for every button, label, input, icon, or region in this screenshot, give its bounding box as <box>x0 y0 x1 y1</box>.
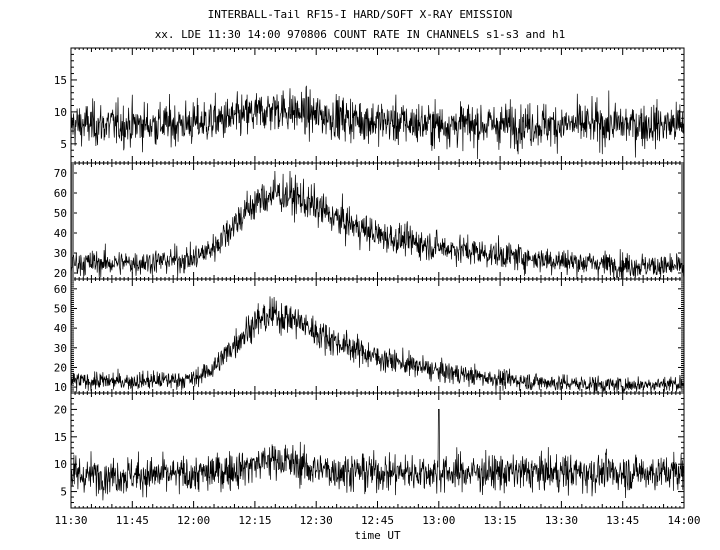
series-line-4 <box>70 409 685 501</box>
y-tick-label: 5 <box>60 486 67 499</box>
x-tick-label: 13:30 <box>545 514 578 527</box>
y-tick-label: 20 <box>54 403 67 416</box>
chart-subtitle: xx. LDE 11:30 14:00 970806 COUNT RATE IN… <box>154 28 566 41</box>
y-tick-label: 40 <box>54 322 67 335</box>
x-tick-label: 12:30 <box>300 514 333 527</box>
series-line-2 <box>70 170 685 280</box>
y-tick-label: 5 <box>60 138 67 151</box>
y-tick-label: 20 <box>54 361 67 374</box>
x-tick-label: 13:15 <box>484 514 517 527</box>
x-tick-label: 13:00 <box>422 514 455 527</box>
chart-title: INTERBALL-Tail RF15-I HARD/SOFT X-RAY EM… <box>207 8 513 21</box>
y-tick-label: 60 <box>54 283 67 296</box>
y-tick-label: 60 <box>54 187 67 200</box>
x-axis-label: time UT <box>354 529 401 542</box>
y-tick-label: 50 <box>54 302 67 315</box>
y-tick-label: 40 <box>54 227 67 240</box>
y-tick-label: 70 <box>54 167 67 180</box>
series-line-1 <box>70 85 685 160</box>
x-tick-label: 12:00 <box>177 514 210 527</box>
y-tick-label: 10 <box>54 106 67 119</box>
y-tick-label: 15 <box>54 431 67 444</box>
y-tick-label: 50 <box>54 207 67 220</box>
x-tick-label: 14:00 <box>667 514 700 527</box>
y-tick-label: 10 <box>54 458 67 471</box>
y-tick-label: 10 <box>54 381 67 394</box>
x-tick-label: 12:15 <box>238 514 271 527</box>
x-tick-label: 12:45 <box>361 514 394 527</box>
x-tick-label: 11:45 <box>116 514 149 527</box>
series-line-3 <box>70 296 685 394</box>
panel-frame-3 <box>70 278 685 394</box>
x-tick-label: 13:45 <box>606 514 639 527</box>
y-tick-label: 20 <box>54 267 67 280</box>
y-tick-label: 30 <box>54 247 67 260</box>
y-tick-label: 15 <box>54 74 67 87</box>
x-tick-label: 11:30 <box>54 514 87 527</box>
y-tick-label: 30 <box>54 342 67 355</box>
